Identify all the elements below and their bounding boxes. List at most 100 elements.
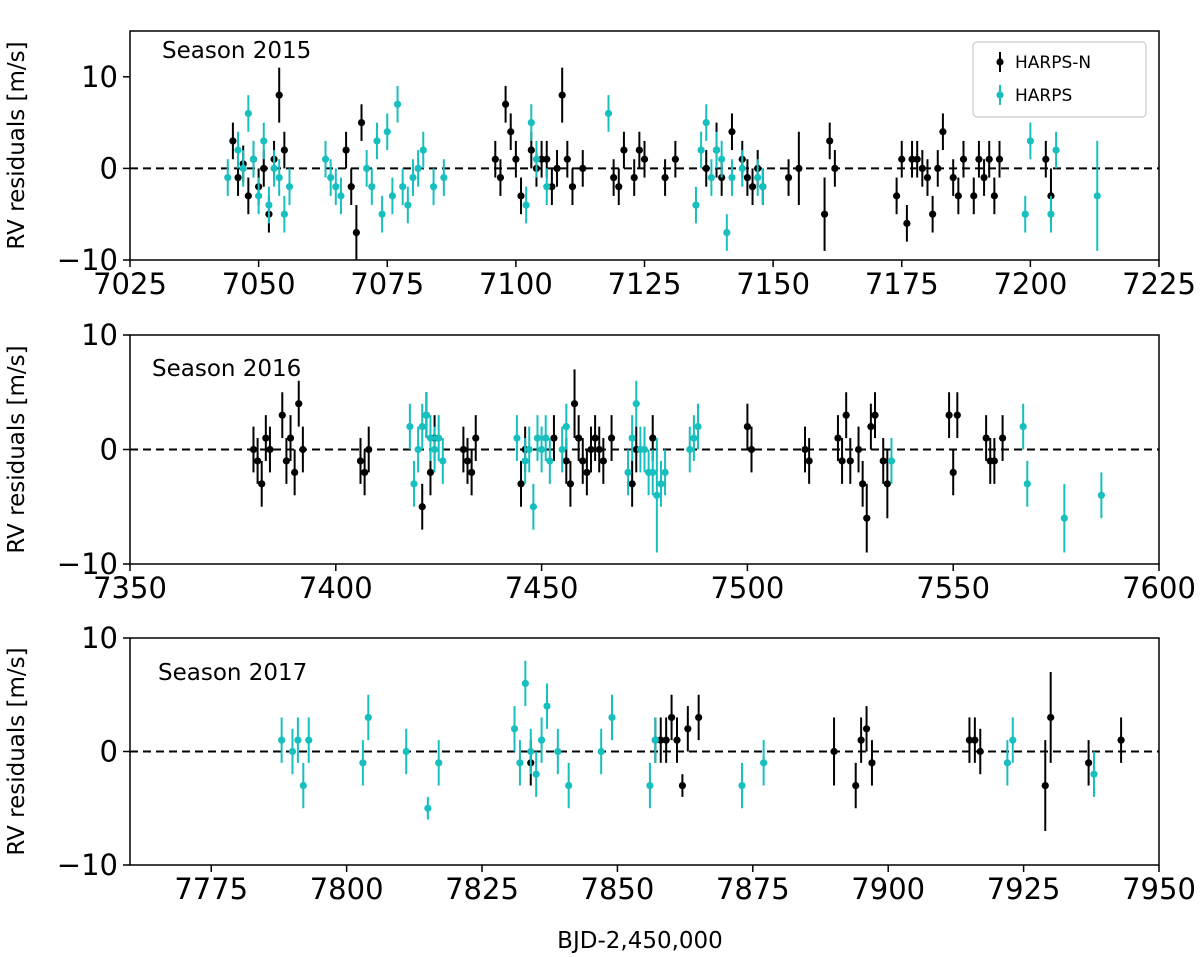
data-point [624,468,632,476]
data-point [728,173,736,182]
data-point [278,411,286,419]
data-point [258,480,266,488]
data-point [599,457,607,465]
legend-box [972,41,1147,118]
data-point [632,400,640,408]
data-point [532,155,541,163]
data-point [266,445,274,454]
data-point [587,445,595,454]
data-point [393,100,402,108]
data-point [426,468,435,476]
data-point [224,173,232,182]
y-tick-label: −10 [57,848,118,882]
data-point [410,480,418,488]
data-point [554,747,562,756]
data-point [1047,713,1055,722]
series-harps-n [249,369,1007,553]
data-point [538,155,546,163]
data-point [678,781,687,790]
x-axis-label: BJD-2,450,000 [557,928,723,954]
data-point [760,759,768,767]
data-point [426,434,435,442]
data-point [435,434,443,442]
x-tick-label: 7825 [445,872,519,906]
data-point [406,423,414,431]
data-point [868,759,876,767]
data-point [697,146,705,154]
data-point [893,192,901,200]
data-point [275,173,283,182]
data-point [533,434,542,442]
x-tick-label: 7600 [1122,571,1196,605]
data-point [795,164,803,172]
data-point [1003,759,1011,767]
data-point [949,468,957,476]
data-point [903,219,911,227]
data-point [863,514,871,522]
panel-season-2017: 7775 7800 7825 7850 7875 7900 7925 7950 −10 0 10 RV… [4,621,1196,906]
data-point [1026,137,1034,145]
data-point [517,480,525,488]
data-point [607,434,616,442]
data-point [628,434,636,442]
data-point [512,155,520,163]
data-point [282,457,291,465]
data-point [399,183,407,191]
data-point [361,468,369,476]
data-point [980,173,988,182]
data-point [1041,781,1049,790]
data-point [801,445,809,454]
data-point [831,164,839,172]
data-point [249,155,258,163]
data-point [784,173,793,182]
x-tick-label: 7950 [1122,872,1196,906]
panel-season-2016: 7350 7400 7450 7500 7550 7600 −10 0 10 RV residua… [4,318,1196,605]
data-point [570,400,579,408]
data-marks [249,369,1105,553]
x-tick-label: 7500 [710,571,784,605]
data-point [939,128,947,136]
data-point [521,679,529,688]
data-point [278,736,286,744]
data-point [507,128,515,136]
data-point [562,423,570,431]
data-point [359,759,367,767]
series-harps [278,660,1098,820]
data-point [982,434,990,442]
data-point [1084,759,1093,767]
legend-entry-label: HARPS [1015,86,1072,106]
x-tick-label: 7175 [865,267,939,301]
x-tick-label: 7550 [916,571,990,605]
data-point [649,434,657,442]
data-point [538,445,546,454]
data-point [651,736,659,744]
data-point [608,713,616,722]
legend: HARPS-N HARPS [972,41,1147,118]
data-point [702,119,710,127]
data-point [748,183,757,191]
data-point [846,457,854,465]
data-point [975,155,983,163]
data-point [646,781,654,790]
data-point [630,173,638,182]
data-point [501,100,510,108]
data-point [692,201,700,209]
data-point [838,457,846,465]
data-point [615,183,623,191]
data-point [970,192,978,200]
data-point [234,146,242,154]
data-point [759,183,767,191]
data-point [249,445,258,454]
data-point [566,480,575,488]
x-tick-label: 7225 [1122,267,1196,301]
data-point [229,137,237,145]
data-point [378,210,386,218]
data-point [857,736,865,744]
data-point [743,173,752,182]
y-tick-label: 0 [100,433,118,467]
data-point [661,173,669,182]
data-point [1097,491,1105,499]
data-point [275,91,283,99]
data-point [953,411,961,419]
legend-entry-label: HARPS-N [1015,53,1091,73]
